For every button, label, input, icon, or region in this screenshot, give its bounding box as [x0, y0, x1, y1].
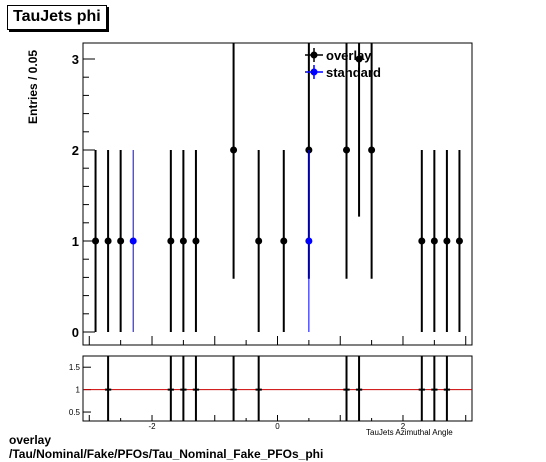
legend-label-standard: standard [326, 65, 381, 80]
main-plot-frame [82, 42, 473, 346]
overlay-point [179, 237, 187, 245]
legend-label-overlay: overlay [326, 48, 372, 63]
overlay-point [92, 237, 100, 245]
ratio-axes: 0.5 1 1.5 -2 0 2 [69, 363, 472, 431]
overlay-point [104, 237, 112, 245]
overlay-point [192, 237, 200, 245]
ratio-y-tick-label: 0.5 [69, 408, 81, 417]
ratio-plot-frame [82, 355, 473, 422]
y-tick-label: 1 [72, 234, 79, 249]
chart-title: TauJets phi [7, 5, 107, 30]
overlay-point [117, 237, 125, 245]
legend-marker-standard [310, 68, 318, 76]
ratio-x-tick-label: 2 [401, 422, 406, 431]
overlay-point [230, 146, 238, 154]
ratio-x-tick-label: -2 [148, 422, 156, 431]
overlay-point [430, 237, 438, 245]
main-axes: 0 1 2 3 [72, 52, 467, 345]
footer-path-label: /Tau/Nominal/Fake/PFOs/Tau_Nominal_Fake_… [9, 447, 324, 461]
y-tick-label: 2 [72, 143, 79, 158]
overlay-point [343, 146, 351, 154]
ratio-y-tick-label: 1 [76, 386, 81, 395]
ratio-frame-rect [82, 355, 473, 422]
ratio-x-tick-label: 0 [275, 422, 280, 431]
y-tick-label: 0 [72, 325, 79, 340]
overlay-point [418, 237, 426, 245]
overlay-point [443, 237, 451, 245]
footer-overlay-label: overlay [9, 433, 52, 447]
main-data-marks [92, 43, 463, 332]
overlay-point [455, 237, 463, 245]
overlay-point [255, 237, 263, 245]
overlay-point [280, 237, 288, 245]
overlay-point [368, 146, 376, 154]
y-tick-label: 3 [72, 52, 79, 67]
legend: overlay standard [305, 48, 381, 80]
standard-point [129, 237, 137, 245]
ratio-data-marks [104, 356, 451, 421]
x-axis-label: TauJets Azimuthal Angle [366, 428, 453, 437]
overlay-point [167, 237, 175, 245]
standard-point [305, 237, 313, 245]
main-frame-rect [82, 42, 473, 346]
ratio-y-tick-label: 1.5 [69, 363, 81, 372]
legend-marker-overlay [310, 51, 318, 59]
overlay-point [355, 55, 363, 63]
